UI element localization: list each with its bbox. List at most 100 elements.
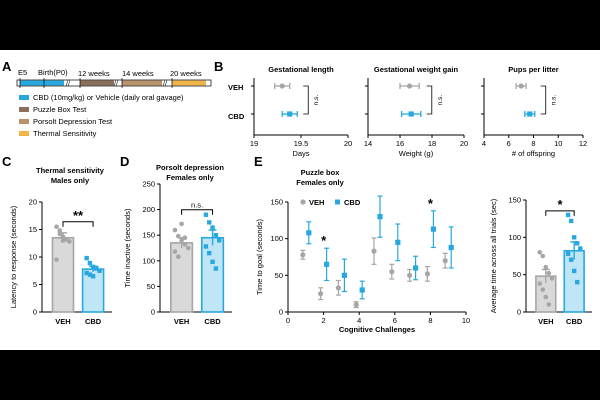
d-cbd-point — [210, 259, 215, 265]
b2-xtick-label: 4 — [482, 139, 486, 148]
panel-c-letter: C — [2, 154, 12, 169]
c-cbd-point — [87, 260, 93, 266]
d-ylabel: Time inactive (seconds) — [123, 208, 132, 287]
e2-xtick-label-cbd: CBD — [566, 317, 583, 326]
e2-veh-point — [540, 253, 546, 259]
e2-cbd-point — [571, 268, 577, 274]
c-xtick-label-veh: VEH — [55, 317, 70, 326]
c-ylabel: Latency to response (seconds) — [9, 205, 18, 308]
panel-e-chart: 0 50 100 150 0 2 4 6 8 10 Cognitive Challenges Time… — [255, 195, 470, 334]
e-veh-point — [389, 269, 395, 275]
e-xtick-label: 8 — [428, 316, 432, 325]
e-xtick-label: 0 — [286, 316, 290, 325]
c-xtick-label-cbd: CBD — [85, 317, 102, 326]
b0-ns-bracket — [303, 85, 309, 115]
c-ytick-label: 15 — [29, 225, 37, 234]
e-veh-point — [353, 302, 359, 308]
d-veh-point — [172, 227, 178, 233]
e-xlabel: Cognitive Challenges — [339, 325, 415, 334]
b1-title: Gestational weight gain — [374, 65, 459, 74]
b2-ns-label: n.s. — [551, 95, 558, 106]
d-cbd-point — [210, 225, 215, 230]
d-cbd-point — [203, 212, 209, 217]
legend-swatch-puzzle — [19, 107, 29, 112]
e-xtick-label: 4 — [357, 316, 361, 325]
c-veh-point — [57, 228, 63, 233]
b1-ns-label: n.s. — [437, 95, 444, 106]
e-legend-cbd-label: CBD — [344, 198, 361, 207]
b2-ns-bracket — [540, 85, 547, 115]
e-veh-point — [407, 272, 413, 278]
e-veh-point — [442, 258, 448, 264]
timeline-12wk-label: 12 weeks — [78, 69, 110, 78]
b0-ns-label: n.s. — [313, 95, 320, 106]
c-cbd-point — [94, 265, 99, 271]
e2-veh-point — [546, 270, 552, 276]
d-cbd-point — [217, 238, 222, 243]
b0-xtick-label: 19.5 — [294, 139, 309, 148]
c-cbd-point — [87, 272, 93, 277]
c-cbd-point — [90, 274, 96, 279]
legend-swatch-porsolt — [19, 119, 29, 124]
b2-xlabel: # of offspring — [512, 149, 555, 158]
d-veh-point — [182, 242, 188, 247]
e-ylabel: Time to goal (seconds) — [255, 219, 264, 296]
e-cbd-point — [377, 214, 383, 220]
panel-a-letter: A — [2, 59, 12, 74]
e-ytick-label: 100 — [270, 234, 283, 243]
e-cbd-point — [448, 244, 454, 251]
e-cbd-point — [341, 272, 347, 278]
c-veh-point — [54, 257, 59, 263]
e2-ylabel: Average time across all trials (sec) — [489, 198, 498, 313]
d-xtick-label-cbd: CBD — [204, 317, 221, 326]
panel-c-title: Thermal sensitivity — [36, 166, 105, 175]
panel-a-legend: CBD (10mg/kg) or Vehicle (daily oral gav… — [19, 93, 184, 138]
c-sig-bracket — [62, 221, 94, 227]
e2-cbd-point — [565, 212, 571, 218]
figure: A E5 Birth(P0) 12 weeks 14 weeks 20 week… — [0, 50, 600, 350]
panel-e-title: Puzzle box — [301, 168, 341, 177]
e-sig-star: * — [428, 196, 434, 211]
d-veh-point — [182, 235, 188, 241]
timeline-14wk-label: 14 weeks — [122, 69, 154, 78]
d-cbd-point — [213, 266, 219, 271]
c-sig-label: ** — [73, 208, 84, 223]
timeline-puzzle-segment — [80, 80, 114, 86]
e2-veh-point — [537, 281, 543, 286]
e-ytick-label: 150 — [270, 198, 283, 207]
c-cbd-point — [97, 268, 102, 273]
panel-d-subtitle: Females only — [166, 173, 214, 182]
e2-veh-point — [543, 294, 549, 300]
e2-cbd-point — [565, 251, 571, 256]
timeline-e5-label: E5 — [18, 68, 27, 77]
d-veh-point — [172, 249, 178, 254]
b2-cbd-point — [527, 111, 533, 117]
c-bar-veh — [51, 236, 75, 313]
timeline-porsolt-segment — [122, 80, 162, 86]
panel-e2-chart: 0 50 100 150 Average time across all trials … — [489, 196, 592, 326]
b0-xtick-label: 20 — [344, 139, 352, 148]
e-veh-point — [371, 248, 377, 254]
d-ytick-label: 100 — [142, 256, 155, 265]
b1-xtick-label: 18 — [428, 139, 436, 148]
b2-xtick-label: 10 — [554, 139, 562, 148]
d-sig-bracket — [181, 209, 214, 215]
e-ytick-label: 0 — [279, 308, 283, 317]
e-cbd-point — [395, 239, 401, 245]
e2-veh-point — [537, 249, 543, 255]
d-cbd-point — [207, 250, 212, 256]
panel-d-chart: 0 50 100 150 200 250 Time inactive (seconds) VE… — [123, 180, 232, 326]
e2-cbd-point — [578, 246, 583, 251]
b0-veh-point — [279, 83, 285, 89]
b1-xtick-label: 20 — [460, 139, 468, 148]
panel-c-chart: 0 5 10 15 20 Latency to response (seconds) VEH… — [9, 198, 112, 326]
panel-d-title: Porsolt depression — [156, 163, 224, 172]
b0-xtick-label: 19 — [250, 139, 258, 148]
d-veh-point — [185, 245, 191, 251]
e2-cbd-point — [575, 279, 580, 285]
e2-ytick-label: 0 — [517, 308, 521, 317]
e-veh-point — [300, 252, 306, 258]
d-ytick-label: 50 — [147, 282, 155, 291]
panel-b-letter: B — [214, 59, 223, 74]
c-veh-point — [60, 234, 66, 239]
